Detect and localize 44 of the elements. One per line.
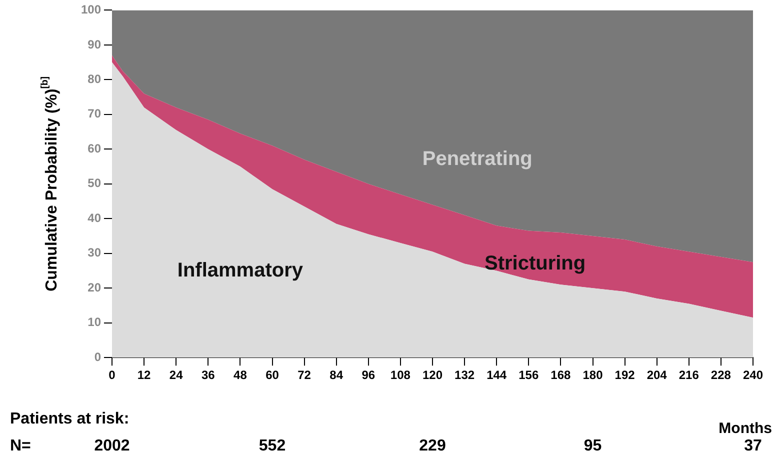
series-label: Stricturing [484, 252, 586, 274]
y-tick-label: 60 [88, 141, 102, 156]
x-tick-label: 120 [422, 368, 443, 382]
x-tick-label: 180 [582, 368, 604, 382]
y-tick-label: 10 [88, 315, 102, 330]
x-tick-label: 0 [108, 368, 116, 382]
text: 37 [744, 437, 762, 454]
x-tick-label: 228 [710, 368, 732, 382]
x-tick-label: 156 [518, 368, 539, 382]
text: 229 [419, 437, 446, 454]
text: N= [10, 437, 31, 454]
x-tick-label: 84 [330, 368, 344, 382]
text: 552 [258, 437, 286, 454]
x-tick-label: 36 [201, 368, 216, 382]
x-tick-label: 144 [486, 368, 507, 382]
y-tick-label: 70 [88, 106, 102, 121]
y-tick-label: 50 [88, 176, 102, 190]
x-tick-label: 240 [742, 368, 764, 382]
x-tick-label: 96 [362, 368, 376, 382]
series-label: Inflammatory [177, 259, 304, 282]
y-tick-label: 30 [88, 246, 102, 260]
y-tick-label: 20 [88, 280, 102, 294]
x-tick-label: 168 [550, 368, 572, 382]
series-label: Penetrating [422, 148, 532, 170]
x-tick-label: 48 [234, 368, 248, 382]
x-tick-label: 12 [137, 368, 152, 382]
y-tick-label: 40 [88, 210, 102, 225]
y-tick-label: 90 [88, 37, 102, 52]
x-tick-label: 72 [298, 368, 312, 382]
x-tick-label: 60 [266, 368, 280, 382]
x-tick-label: 216 [678, 368, 700, 382]
x-tick-label: 108 [390, 368, 411, 382]
y-tick-label: 100 [80, 2, 102, 17]
x-axis-title: Months [718, 420, 772, 438]
x-tick-label: 192 [614, 368, 636, 382]
y-axis-title: Cumulative Probability (%)[b] [39, 76, 60, 292]
x-tick-label: 24 [169, 368, 184, 382]
x-tick-label: 204 [646, 368, 668, 382]
y-tick-label: 0 [94, 350, 102, 364]
x-tick-label: 132 [454, 368, 475, 382]
text: 95 [584, 437, 602, 454]
text: 2002 [94, 437, 130, 454]
y-tick-label: 80 [88, 72, 102, 86]
text: Patients at risk: [10, 410, 130, 428]
